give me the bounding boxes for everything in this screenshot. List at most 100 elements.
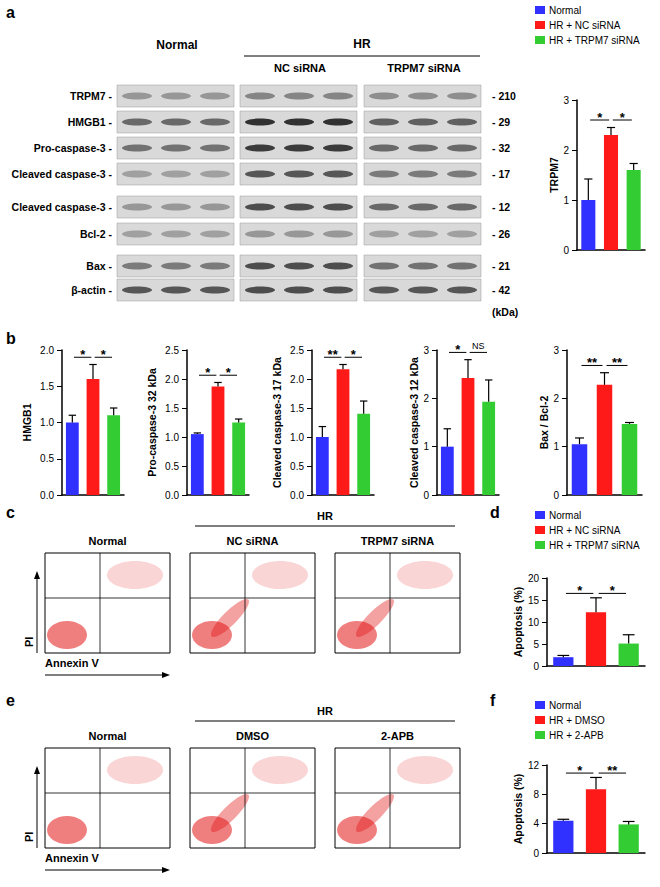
- svg-text:NS: NS: [472, 341, 485, 351]
- svg-text:Cleaved caspase-3 17 kDa: Cleaved caspase-3 17 kDa: [271, 357, 283, 488]
- svg-text:1.5: 1.5: [290, 403, 304, 414]
- svg-text:TRPM7 -: TRPM7 -: [70, 90, 113, 102]
- svg-text:- 32: - 32: [492, 142, 510, 154]
- svg-text:2: 2: [563, 145, 569, 156]
- svg-text:c: c: [6, 504, 15, 521]
- svg-text:0: 0: [553, 490, 559, 501]
- svg-text:2: 2: [553, 393, 559, 404]
- svg-text:- 29: - 29: [492, 116, 510, 128]
- svg-text:**: **: [612, 355, 623, 370]
- svg-text:Apoptosis (%): Apoptosis (%): [512, 774, 524, 845]
- svg-text:HR + TRPM7 siRNA: HR + TRPM7 siRNA: [549, 35, 640, 46]
- svg-text:*: *: [577, 583, 583, 598]
- svg-text:HR + 2-APB: HR + 2-APB: [549, 730, 604, 741]
- svg-text:Normal: Normal: [549, 510, 581, 521]
- svg-text:1: 1: [553, 441, 559, 452]
- svg-text:TRPM7: TRPM7: [548, 157, 560, 193]
- svg-text:0: 0: [533, 848, 539, 859]
- svg-text:**: **: [328, 347, 339, 362]
- svg-text:Annexin V: Annexin V: [45, 657, 99, 669]
- svg-text:Pro-caspase-3 32 kDa: Pro-caspase-3 32 kDa: [146, 368, 158, 477]
- svg-text:- 42: - 42: [492, 284, 510, 296]
- svg-text:- 210: - 210: [492, 90, 516, 102]
- svg-text:2: 2: [423, 393, 429, 404]
- svg-text:Normal: Normal: [156, 38, 197, 52]
- svg-text:Normal: Normal: [89, 730, 127, 742]
- svg-text:3: 3: [553, 345, 559, 356]
- svg-text:0.5: 0.5: [40, 453, 54, 464]
- svg-text:0.0: 0.0: [165, 490, 179, 501]
- svg-text:β-actin -: β-actin -: [71, 284, 112, 296]
- svg-text:- 26: - 26: [492, 228, 510, 240]
- svg-text:0.5: 0.5: [290, 461, 304, 472]
- svg-text:Cleaved caspase-3 -: Cleaved caspase-3 -: [12, 168, 113, 180]
- svg-text:HR + DMSO: HR + DMSO: [549, 715, 605, 726]
- svg-text:- 21: - 21: [492, 260, 510, 272]
- svg-text:Cleaved caspase-3 12 kDa: Cleaved caspase-3 12 kDa: [408, 357, 420, 488]
- svg-text:PI: PI: [23, 832, 35, 842]
- svg-text:1.0: 1.0: [290, 432, 304, 443]
- svg-text:TRPM7 siRNA: TRPM7 siRNA: [361, 535, 434, 547]
- svg-text:Normal: Normal: [89, 535, 127, 547]
- svg-text:- 12: - 12: [492, 201, 510, 213]
- svg-text:DMSO: DMSO: [236, 730, 269, 742]
- svg-text:(kDa): (kDa): [492, 306, 518, 318]
- svg-text:*: *: [455, 342, 461, 357]
- svg-text:*: *: [101, 347, 107, 362]
- svg-text:2.0: 2.0: [40, 345, 54, 356]
- svg-text:0.5: 0.5: [165, 461, 179, 472]
- svg-text:f: f: [490, 692, 496, 709]
- svg-text:TRPM7 siRNA: TRPM7 siRNA: [387, 62, 460, 74]
- svg-text:a: a: [6, 4, 15, 21]
- svg-text:Bax / Bcl-2: Bax / Bcl-2: [538, 396, 550, 450]
- svg-text:1: 1: [563, 195, 569, 206]
- svg-text:0.0: 0.0: [40, 490, 54, 501]
- svg-text:*: *: [577, 763, 583, 778]
- svg-text:3: 3: [423, 345, 429, 356]
- svg-text:0: 0: [533, 661, 539, 672]
- svg-text:- 17: - 17: [492, 168, 510, 180]
- svg-text:*: *: [610, 583, 616, 598]
- svg-text:2.5: 2.5: [290, 345, 304, 356]
- svg-text:*: *: [80, 347, 86, 362]
- svg-text:HR + NC siRNA: HR + NC siRNA: [549, 20, 621, 31]
- svg-text:0: 0: [563, 245, 569, 256]
- svg-text:10: 10: [528, 617, 540, 628]
- svg-text:4: 4: [533, 818, 539, 829]
- svg-text:HR + TRPM7 siRNA: HR + TRPM7 siRNA: [549, 540, 640, 551]
- svg-text:*: *: [620, 110, 626, 125]
- svg-text:1.5: 1.5: [40, 381, 54, 392]
- svg-text:NC siRNA: NC siRNA: [227, 535, 279, 547]
- svg-text:3: 3: [563, 95, 569, 106]
- svg-text:2.0: 2.0: [165, 374, 179, 385]
- svg-text:HR: HR: [317, 705, 333, 717]
- svg-text:*: *: [205, 365, 211, 380]
- svg-text:Normal: Normal: [549, 5, 581, 16]
- svg-text:*: *: [226, 365, 232, 380]
- svg-text:PI: PI: [23, 637, 35, 647]
- svg-text:e: e: [6, 692, 15, 709]
- svg-text:Bcl-2 -: Bcl-2 -: [80, 228, 113, 240]
- svg-text:20: 20: [528, 573, 540, 584]
- svg-text:HR: HR: [317, 510, 333, 522]
- svg-text:0: 0: [423, 490, 429, 501]
- svg-text:Pro-caspase-3 -: Pro-caspase-3 -: [34, 142, 113, 154]
- svg-text:Bax -: Bax -: [86, 260, 112, 272]
- svg-text:Annexin V: Annexin V: [45, 852, 99, 864]
- svg-text:NC siRNA: NC siRNA: [274, 62, 326, 74]
- svg-text:15: 15: [528, 595, 540, 606]
- svg-text:d: d: [490, 504, 500, 521]
- svg-text:**: **: [587, 355, 598, 370]
- svg-text:1.0: 1.0: [165, 432, 179, 443]
- svg-text:2.5: 2.5: [165, 345, 179, 356]
- svg-text:Apoptosis (%): Apoptosis (%): [512, 587, 524, 658]
- svg-text:5: 5: [533, 639, 539, 650]
- svg-text:HR: HR: [353, 37, 371, 51]
- svg-text:*: *: [351, 347, 357, 362]
- svg-text:0.0: 0.0: [290, 490, 304, 501]
- svg-text:Cleaved caspase-3 -: Cleaved caspase-3 -: [12, 201, 113, 213]
- svg-text:1.5: 1.5: [165, 403, 179, 414]
- svg-text:*: *: [597, 110, 603, 125]
- svg-text:b: b: [6, 330, 16, 347]
- svg-text:2-APB: 2-APB: [381, 730, 414, 742]
